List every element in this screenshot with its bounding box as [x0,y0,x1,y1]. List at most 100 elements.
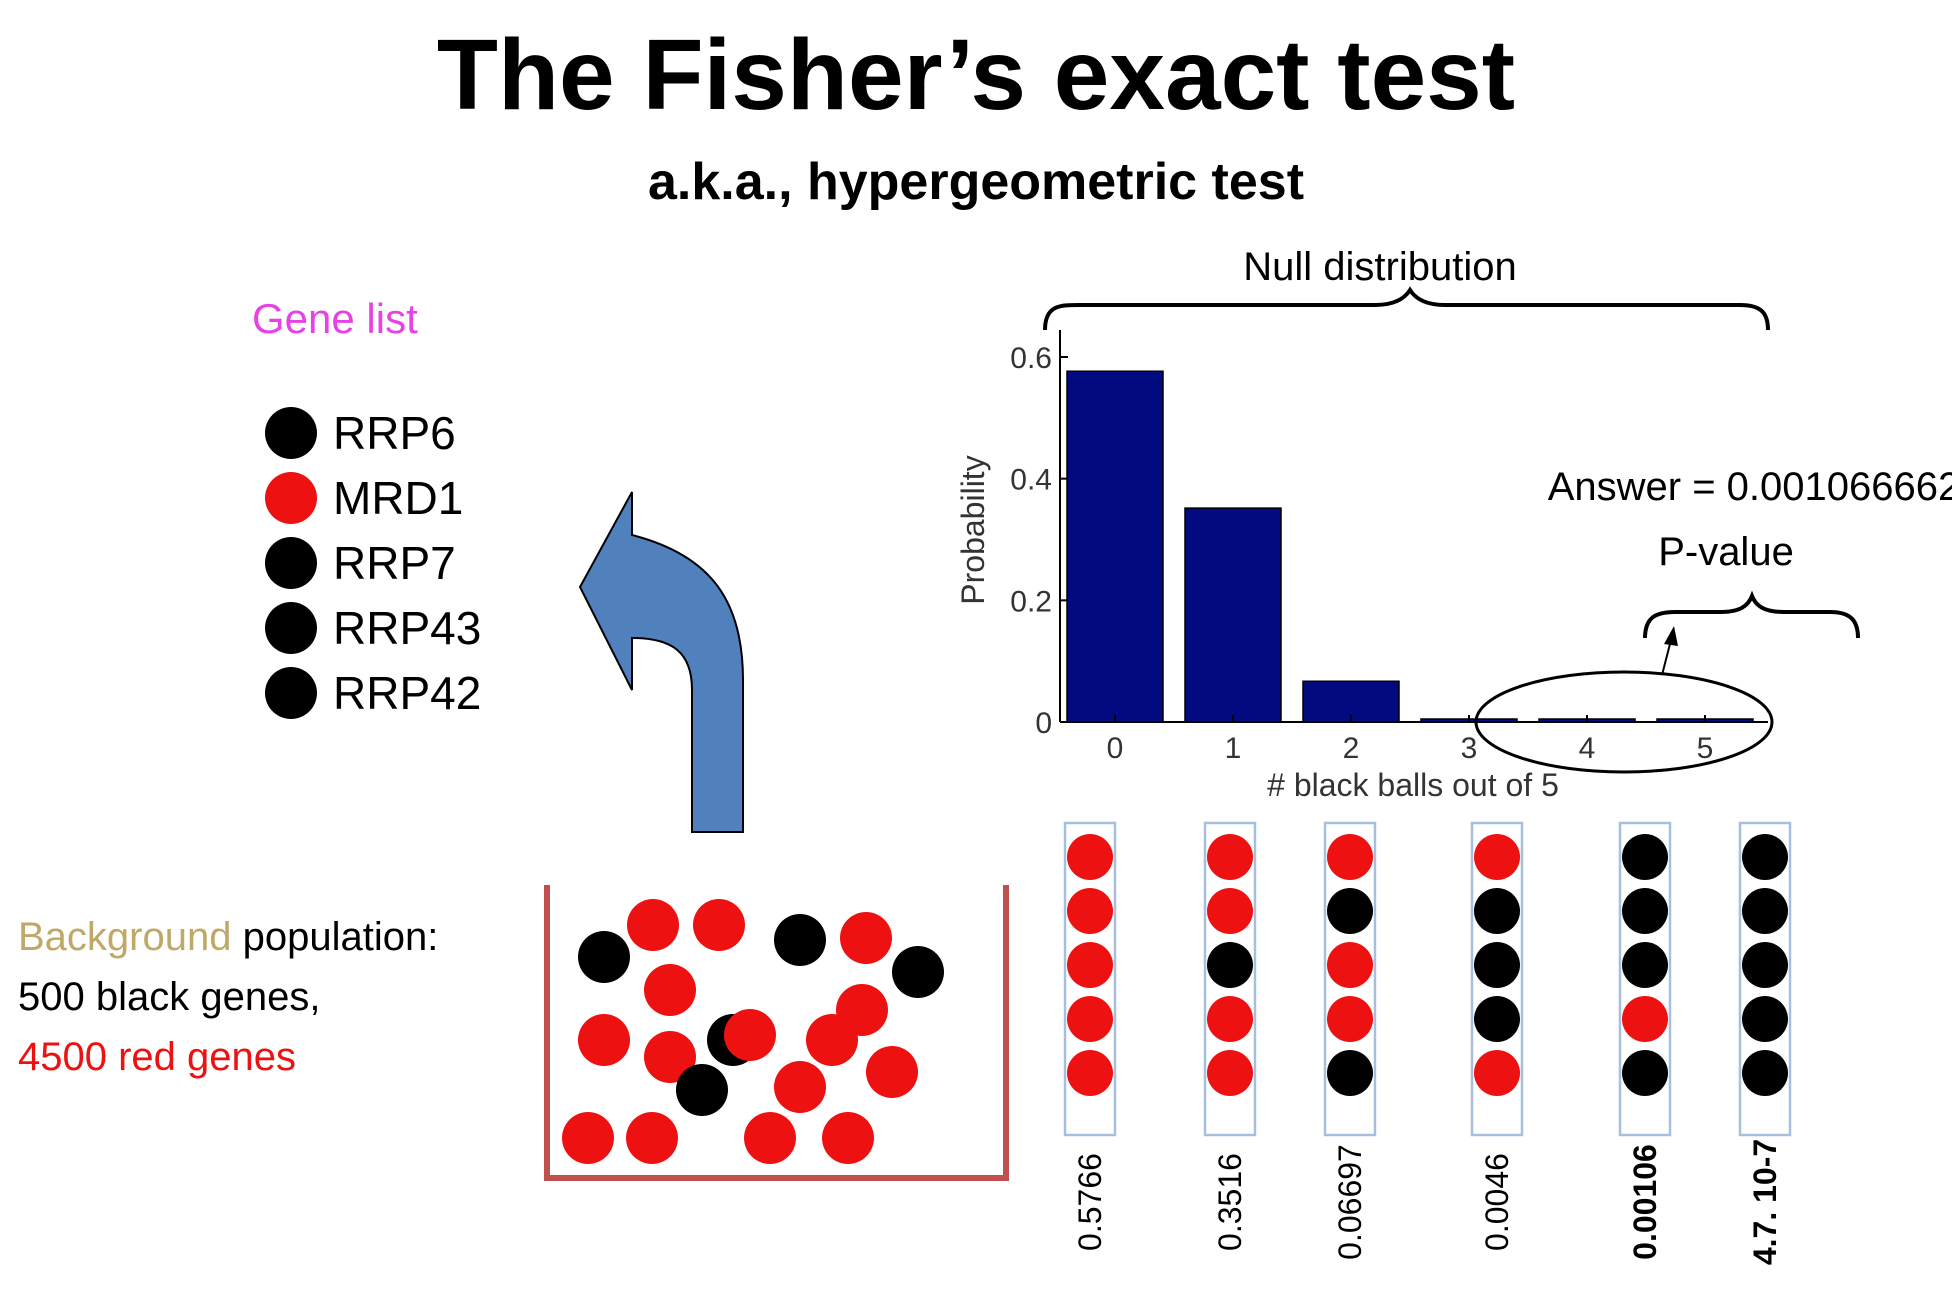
x-tick-label: 4 [1579,732,1596,765]
outcome-ball [1622,996,1668,1042]
outcome-ball [1742,888,1788,934]
outcome-ball [1207,1050,1253,1096]
gene-label: MRD1 [333,472,464,524]
outcome-ball [1327,834,1373,880]
background-line-3: 4500 red genes [18,1035,297,1079]
x-tick-label: 5 [1697,732,1714,765]
outcome-ball [1207,942,1253,988]
outcome-ball [1067,996,1113,1042]
container-ball [774,914,826,966]
background-rest: population: [231,915,439,959]
x-ticks: 0 1 2 3 4 5 [1107,715,1714,765]
gene-item: RRP42 [265,663,481,723]
x-tick-label: 3 [1461,732,1478,765]
gene-dot-icon [265,472,317,524]
outcome-ball [1067,834,1113,880]
curved-arrow-icon [578,491,744,833]
container-ball [822,1112,874,1164]
container-ball [644,1031,696,1083]
outcome-probability-label: 0.06697 [1332,1144,1368,1260]
outcome-ball [1622,834,1668,880]
outcome-ball [1742,996,1788,1042]
outcome-probability-label: 0.5766 [1072,1153,1108,1251]
outcome-column: 4.7. 10-7 [1738,821,1792,1265]
page-title: The Fisher’s exact test [436,19,1516,131]
outcome-column-frame [1323,821,1377,1137]
outcome-ball [1474,942,1520,988]
outcome-ball [1622,942,1668,988]
y-tick-label: 0 [1035,707,1052,740]
pvalue-label: P-value [1658,530,1794,574]
outcome-ball [1327,996,1373,1042]
pvalue-brace [1643,590,1860,639]
container-ball [626,1112,678,1164]
outcome-probability-label: 0.0046 [1479,1153,1515,1251]
null-distribution-label: Null distribution [1243,245,1516,289]
outcome-column-frame [1063,821,1117,1137]
outcome-ball [1474,996,1520,1042]
outcome-ball [1742,942,1788,988]
container-balls [562,899,944,1164]
pvalue-pointer-arrowhead-icon [1664,626,1678,646]
tail-ellipse [1474,670,1774,774]
y-tick-label: 0.6 [1010,342,1052,375]
gene-label: RRP43 [333,602,482,654]
container-ball [693,899,745,951]
gene-label: RRP6 [333,407,456,459]
gene-dot-icon [265,667,317,719]
outcome-ball [1327,1050,1373,1096]
outcome-column-frame [1618,821,1672,1137]
pvalue-pointer-line [1661,639,1672,676]
x-tick-label: 2 [1343,732,1360,765]
gene-item: MRD1 [265,468,463,528]
outcome-ball [1474,1050,1520,1096]
y-tick-label: 0.4 [1010,464,1052,497]
outcome-column: 0.5766 [1063,821,1117,1251]
container-ball [840,912,892,964]
container-ball [578,1014,630,1066]
outcome-ball [1067,1050,1113,1096]
outcome-column: 0.3516 [1203,821,1257,1251]
container-ball [836,984,888,1036]
outcome-ball [1207,996,1253,1042]
x-tick-label: 0 [1107,732,1124,765]
x-axis-label: # black balls out of 5 [1267,767,1559,803]
gene-list-header: Gene list [252,295,418,342]
background-word: Background [18,915,232,959]
outcome-column: 0.00106 [1618,821,1672,1260]
container-ball [562,1112,614,1164]
container-ball [676,1064,728,1116]
background-line-1: Background population: [18,915,438,960]
outcome-ball [1327,942,1373,988]
container-ball [892,946,944,998]
outcome-ball [1207,834,1253,880]
gene-item: RRP43 [265,598,481,658]
container-ball [578,931,630,983]
outcome-ball [1207,888,1253,934]
null-distribution-brace [1043,286,1770,331]
gene-dot-icon [265,602,317,654]
container-ball [644,964,696,1016]
null-distribution-chart: 0 0.2 0.4 0.6 0 1 2 3 4 5 # black balls out of 5… [955,330,1768,803]
outcome-column-frame [1203,821,1257,1137]
bar [1066,370,1164,723]
background-line-2: 500 black genes, [18,975,321,1019]
outcome-ball [1067,888,1113,934]
container-ball [774,1061,826,1113]
outcome-columns: 0.5766 0.3516 0.06697 0.0046 0.00106 4.7. 10-… [1063,821,1792,1265]
container-ball [744,1112,796,1164]
outcome-column-frame [1470,821,1524,1137]
outcome-probability-label: 0.3516 [1212,1153,1248,1251]
outcome-column: 0.06697 [1323,821,1377,1260]
answer-label: Answer = 0.001066662 [1548,465,1952,509]
gene-dot-icon [265,537,317,589]
page-subtitle: a.k.a., hypergeometric test [647,153,1305,211]
y-tick-label: 0.2 [1010,585,1052,618]
gene-item: RRP6 [265,403,456,463]
outcome-probability-label: 0.00106 [1627,1144,1663,1260]
container-ball [627,899,679,951]
outcome-column-frame [1738,821,1792,1137]
outcome-ball [1474,888,1520,934]
